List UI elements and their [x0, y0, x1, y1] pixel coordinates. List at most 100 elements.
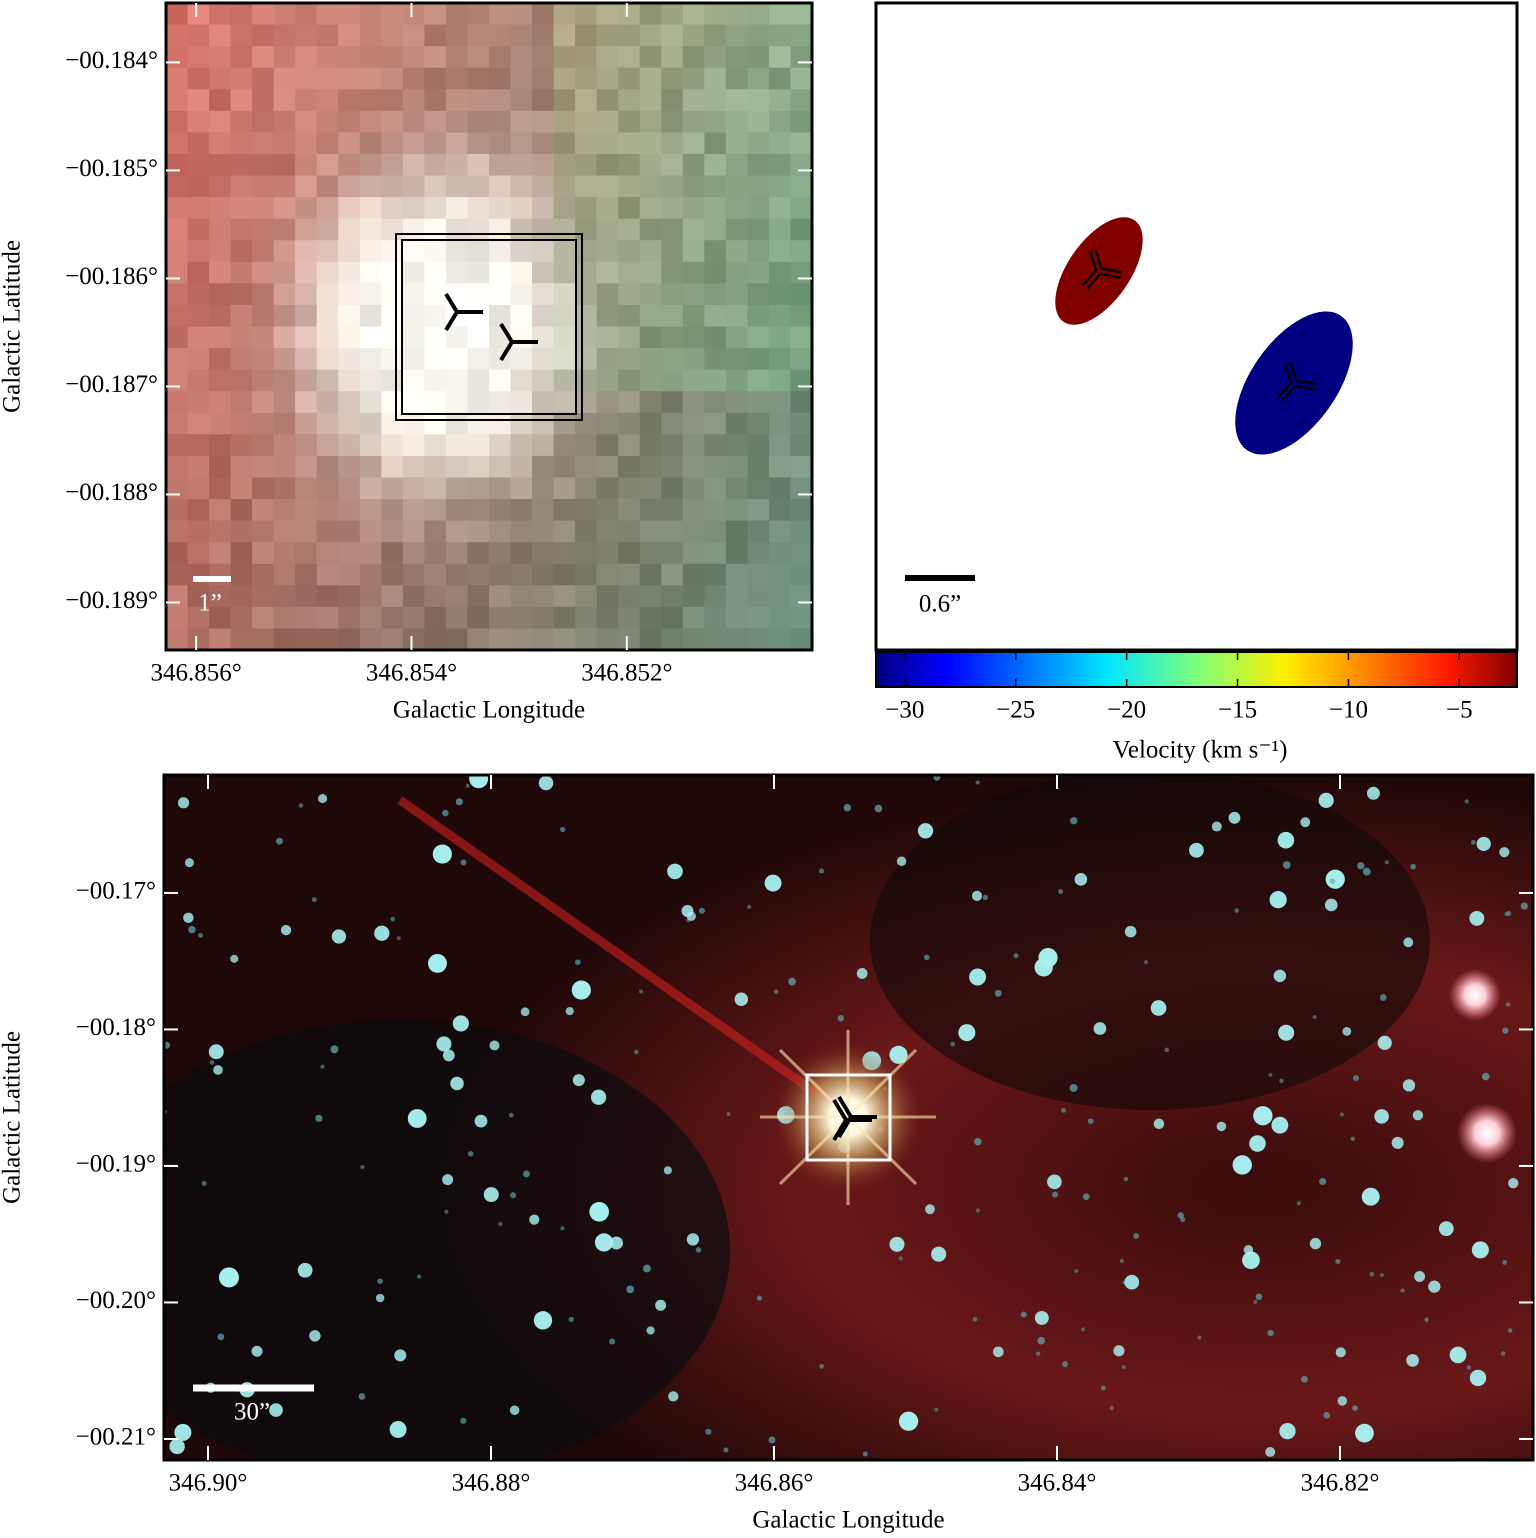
- image-pixel: [661, 455, 684, 479]
- image-pixel: [532, 89, 555, 112]
- image-pixel: [510, 542, 533, 565]
- image-pixel: [747, 283, 770, 306]
- image-pixel: [209, 89, 232, 112]
- image-pixel: [402, 240, 425, 263]
- star: [931, 1246, 947, 1262]
- image-pixel: [187, 434, 210, 457]
- image-pixel: [187, 477, 210, 500]
- image-pixel: [575, 175, 598, 198]
- image-pixel: [639, 283, 662, 306]
- image-pixel: [596, 153, 619, 177]
- image-pixel: [489, 412, 512, 435]
- image-pixel: [445, 391, 469, 414]
- image-pixel: [252, 240, 275, 263]
- image-pixel: [510, 585, 533, 608]
- image-pixel: [489, 132, 512, 155]
- image-pixel: [252, 585, 275, 608]
- image-pixel: [553, 67, 576, 90]
- image-pixel: [790, 434, 812, 457]
- image-pixel: [295, 153, 318, 177]
- image-pixel: [725, 563, 748, 586]
- image-pixel: [768, 542, 792, 565]
- star: [1384, 860, 1389, 865]
- star: [183, 912, 194, 924]
- image-pixel: [704, 391, 727, 414]
- image-pixel: [768, 499, 792, 522]
- image-pixel: [359, 585, 382, 608]
- star: [1318, 792, 1334, 808]
- image-pixel: [532, 499, 555, 522]
- image-pixel: [575, 240, 598, 263]
- image-pixel: [725, 520, 748, 543]
- image-pixel: [532, 153, 555, 177]
- star: [1366, 786, 1380, 800]
- star: [1471, 1241, 1489, 1259]
- image-pixel: [618, 585, 641, 608]
- image-pixel: [295, 434, 318, 457]
- image-pixel: [790, 606, 812, 630]
- image-pixel: [295, 455, 318, 479]
- image-pixel: [682, 542, 705, 565]
- star: [1339, 1112, 1344, 1117]
- image-pixel: [273, 89, 296, 112]
- image-pixel: [725, 477, 748, 500]
- star: [571, 980, 591, 1000]
- star: [450, 1076, 464, 1091]
- image-pixel: [166, 628, 189, 650]
- image-pixel: [725, 197, 748, 220]
- star: [1402, 1079, 1416, 1092]
- image-pixel: [359, 304, 382, 328]
- image-pixel: [596, 585, 619, 608]
- image-pixel: [682, 46, 705, 69]
- image-pixel: [618, 455, 641, 479]
- image-pixel: [166, 3, 189, 26]
- star: [969, 968, 987, 986]
- star: [1466, 1365, 1472, 1370]
- image-pixel: [467, 455, 490, 479]
- image-pixel: [790, 542, 812, 565]
- rgb-image: [166, 3, 812, 650]
- star: [1296, 1201, 1301, 1206]
- image-pixel: [402, 197, 425, 220]
- image-pixel: [467, 24, 490, 47]
- image-pixel: [445, 110, 469, 133]
- image-pixel: [790, 455, 812, 479]
- image-pixel: [747, 455, 770, 479]
- star: [1377, 1035, 1392, 1050]
- star: [626, 1285, 635, 1294]
- star: [442, 809, 449, 817]
- star: [1352, 1405, 1358, 1412]
- image-pixel: [187, 153, 210, 177]
- image-pixel: [704, 240, 727, 263]
- image-pixel: [467, 304, 490, 328]
- image-pixel: [445, 606, 469, 630]
- image-pixel: [553, 563, 576, 586]
- image-pixel: [768, 240, 792, 263]
- star: [1362, 867, 1371, 876]
- star: [856, 967, 868, 979]
- image-pixel: [187, 391, 210, 414]
- image-pixel: [359, 542, 382, 565]
- image-pixel: [704, 261, 727, 284]
- image-pixel: [639, 455, 662, 479]
- image-pixel: [209, 434, 232, 457]
- image-pixel: [768, 455, 792, 479]
- image-pixel: [445, 240, 469, 263]
- image-pixel: [273, 24, 296, 47]
- image-pixel: [467, 110, 490, 133]
- image-pixel: [359, 520, 382, 543]
- image-pixel: [445, 89, 469, 112]
- image-pixel: [790, 46, 812, 69]
- image-pixel: [510, 110, 533, 133]
- image-pixel: [209, 261, 232, 284]
- star: [818, 868, 825, 874]
- image-pixel: [596, 89, 619, 112]
- star: [1312, 1014, 1317, 1020]
- image-pixel: [467, 434, 490, 457]
- image-pixel: [381, 110, 404, 133]
- image-pixel: [575, 153, 598, 177]
- image-pixel: [747, 153, 770, 177]
- image-pixel: [209, 499, 232, 522]
- image-pixel: [618, 628, 641, 650]
- image-pixel: [295, 175, 318, 198]
